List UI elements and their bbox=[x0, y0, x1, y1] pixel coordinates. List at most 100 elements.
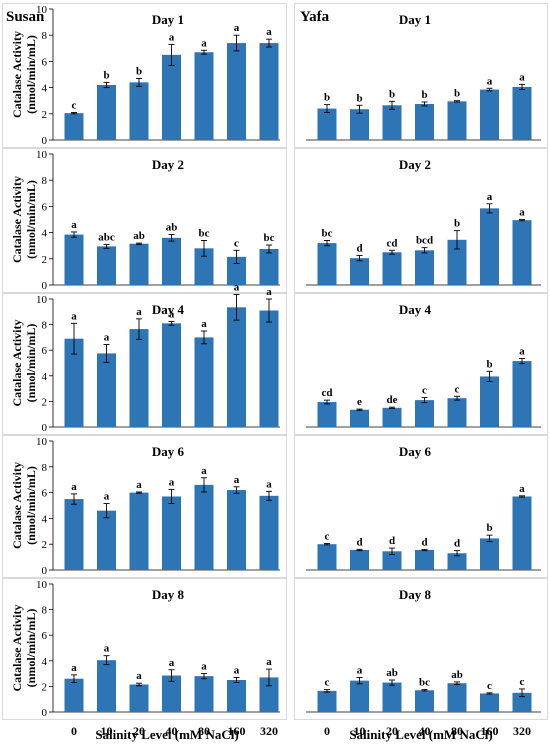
bar bbox=[447, 398, 467, 427]
x-tick-label: 0 bbox=[71, 724, 77, 738]
bar bbox=[447, 101, 467, 140]
significance-letter: a bbox=[519, 71, 525, 83]
bar bbox=[259, 248, 279, 285]
panel-susan-day-1: 0 2 4 6 8 10 Catalase Activity(nmol/min/mL) Day… bbox=[2, 3, 287, 148]
bar bbox=[64, 499, 84, 570]
y-tick-label: 0 bbox=[42, 135, 48, 147]
panel-susan-day-8: 0 2 4 6 8 10 Catalase Activity(nmol/min/mL) Day… bbox=[2, 578, 287, 738]
x-tick-label: 40 bbox=[419, 724, 431, 738]
bar bbox=[480, 693, 499, 712]
bar bbox=[64, 338, 84, 427]
panel-yafa-day-6: Day 6 c d d d d b a bbox=[294, 435, 548, 578]
bar bbox=[317, 690, 337, 712]
significance-letter: a bbox=[169, 31, 175, 43]
panel-frame bbox=[2, 435, 287, 578]
significance-letter: b bbox=[486, 358, 492, 370]
bar bbox=[382, 407, 402, 427]
bar bbox=[512, 496, 532, 570]
significance-letter: d bbox=[421, 536, 427, 548]
x-axis-label-right: Salinity Level (mM NaCl) bbox=[349, 727, 492, 742]
bar bbox=[415, 550, 434, 570]
significance-letter: d bbox=[356, 243, 362, 255]
y-tick-label: 6 bbox=[42, 630, 48, 642]
day-title: Day 8 bbox=[399, 587, 432, 602]
panel-frame bbox=[294, 148, 548, 293]
significance-letter: ab bbox=[451, 669, 463, 681]
panel-yafa-day-4: Day 4 cd e de c c b a bbox=[294, 293, 548, 435]
significance-letter: a bbox=[234, 282, 240, 294]
significance-letter: bc bbox=[264, 232, 275, 244]
significance-letter: c bbox=[455, 383, 460, 395]
x-tick-label: 160 bbox=[481, 724, 499, 738]
day-title: Day 4 bbox=[399, 302, 432, 317]
significance-letter: bc bbox=[199, 227, 210, 239]
bar bbox=[129, 243, 149, 285]
significance-letter: b bbox=[136, 65, 142, 77]
bar bbox=[382, 252, 402, 285]
bar bbox=[259, 677, 279, 712]
bar bbox=[162, 237, 181, 285]
bar bbox=[350, 550, 369, 570]
bar bbox=[194, 676, 214, 712]
panel-frame bbox=[294, 3, 548, 148]
y-tick-label: 6 bbox=[42, 488, 48, 500]
y-tick-label: 0 bbox=[42, 280, 48, 292]
y-axis-label-line: Catalase Activity bbox=[10, 31, 24, 118]
day-title: Day 6 bbox=[152, 444, 185, 459]
panel-susan-day-4: 0 2 4 6 8 10 Catalase Activity(nmol/min/mL) Day… bbox=[2, 282, 287, 435]
y-tick-label: 8 bbox=[42, 30, 48, 42]
y-axis-label-line: (nmol/min/mL) bbox=[24, 466, 38, 545]
y-axis-label-line: Catalase Activity bbox=[10, 320, 24, 407]
y-tick-label: 8 bbox=[42, 175, 48, 187]
day-title: Day 4 bbox=[152, 302, 185, 317]
significance-letter: a bbox=[487, 75, 493, 87]
bar bbox=[512, 692, 532, 712]
y-tick-label: 10 bbox=[36, 149, 48, 161]
significance-letter: d bbox=[356, 536, 362, 548]
significance-letter: a bbox=[266, 656, 272, 668]
y-tick-label: 4 bbox=[42, 513, 48, 525]
y-axis-label-line: (nmol/min/mL) bbox=[24, 180, 38, 259]
significance-letter: a bbox=[519, 207, 525, 219]
bar bbox=[480, 538, 499, 570]
significance-letter: c bbox=[325, 677, 330, 689]
day-title: Day 1 bbox=[399, 12, 431, 27]
y-tick-label: 10 bbox=[36, 4, 48, 16]
panel-frame bbox=[294, 578, 548, 720]
x-tick-label: 10 bbox=[354, 724, 366, 738]
significance-letter: a bbox=[201, 37, 207, 49]
y-axis-label-line: Catalase Activity bbox=[10, 462, 24, 549]
panel-susan-day-6: 0 2 4 6 8 10 Catalase Activity(nmol/min/mL) Day… bbox=[2, 435, 287, 578]
significance-letter: a bbox=[519, 346, 525, 358]
significance-letter: a bbox=[234, 22, 240, 34]
bar bbox=[415, 103, 434, 140]
y-tick-label: 2 bbox=[42, 539, 48, 551]
significance-letter: c bbox=[487, 680, 492, 692]
significance-letter: d bbox=[389, 535, 395, 547]
bar bbox=[480, 89, 499, 140]
significance-letter: b bbox=[421, 89, 427, 101]
bar bbox=[382, 105, 402, 140]
cultivar-title: Susan bbox=[6, 9, 45, 25]
significance-letter: d bbox=[454, 538, 460, 550]
bar bbox=[227, 490, 246, 570]
day-title: Day 1 bbox=[152, 12, 184, 27]
panel-frame bbox=[2, 3, 287, 148]
significance-letter: a bbox=[136, 479, 142, 491]
significance-letter: a bbox=[519, 483, 525, 495]
x-tick-label: 160 bbox=[228, 724, 246, 738]
y-tick-label: 8 bbox=[42, 320, 48, 332]
x-axis-label-left: Salinity Level (mM NaCl) bbox=[95, 727, 238, 742]
significance-letter: a bbox=[104, 491, 110, 503]
bar bbox=[129, 329, 149, 427]
significance-letter: e bbox=[357, 396, 362, 408]
panel-frame bbox=[2, 148, 287, 293]
bar bbox=[317, 544, 337, 570]
y-axis-label-line: (nmol/min/mL) bbox=[24, 609, 38, 688]
bar bbox=[129, 492, 149, 570]
significance-letter: a bbox=[136, 670, 142, 682]
y-tick-label: 2 bbox=[42, 681, 48, 693]
significance-letter: b bbox=[454, 218, 460, 230]
significance-letter: a bbox=[169, 476, 175, 488]
